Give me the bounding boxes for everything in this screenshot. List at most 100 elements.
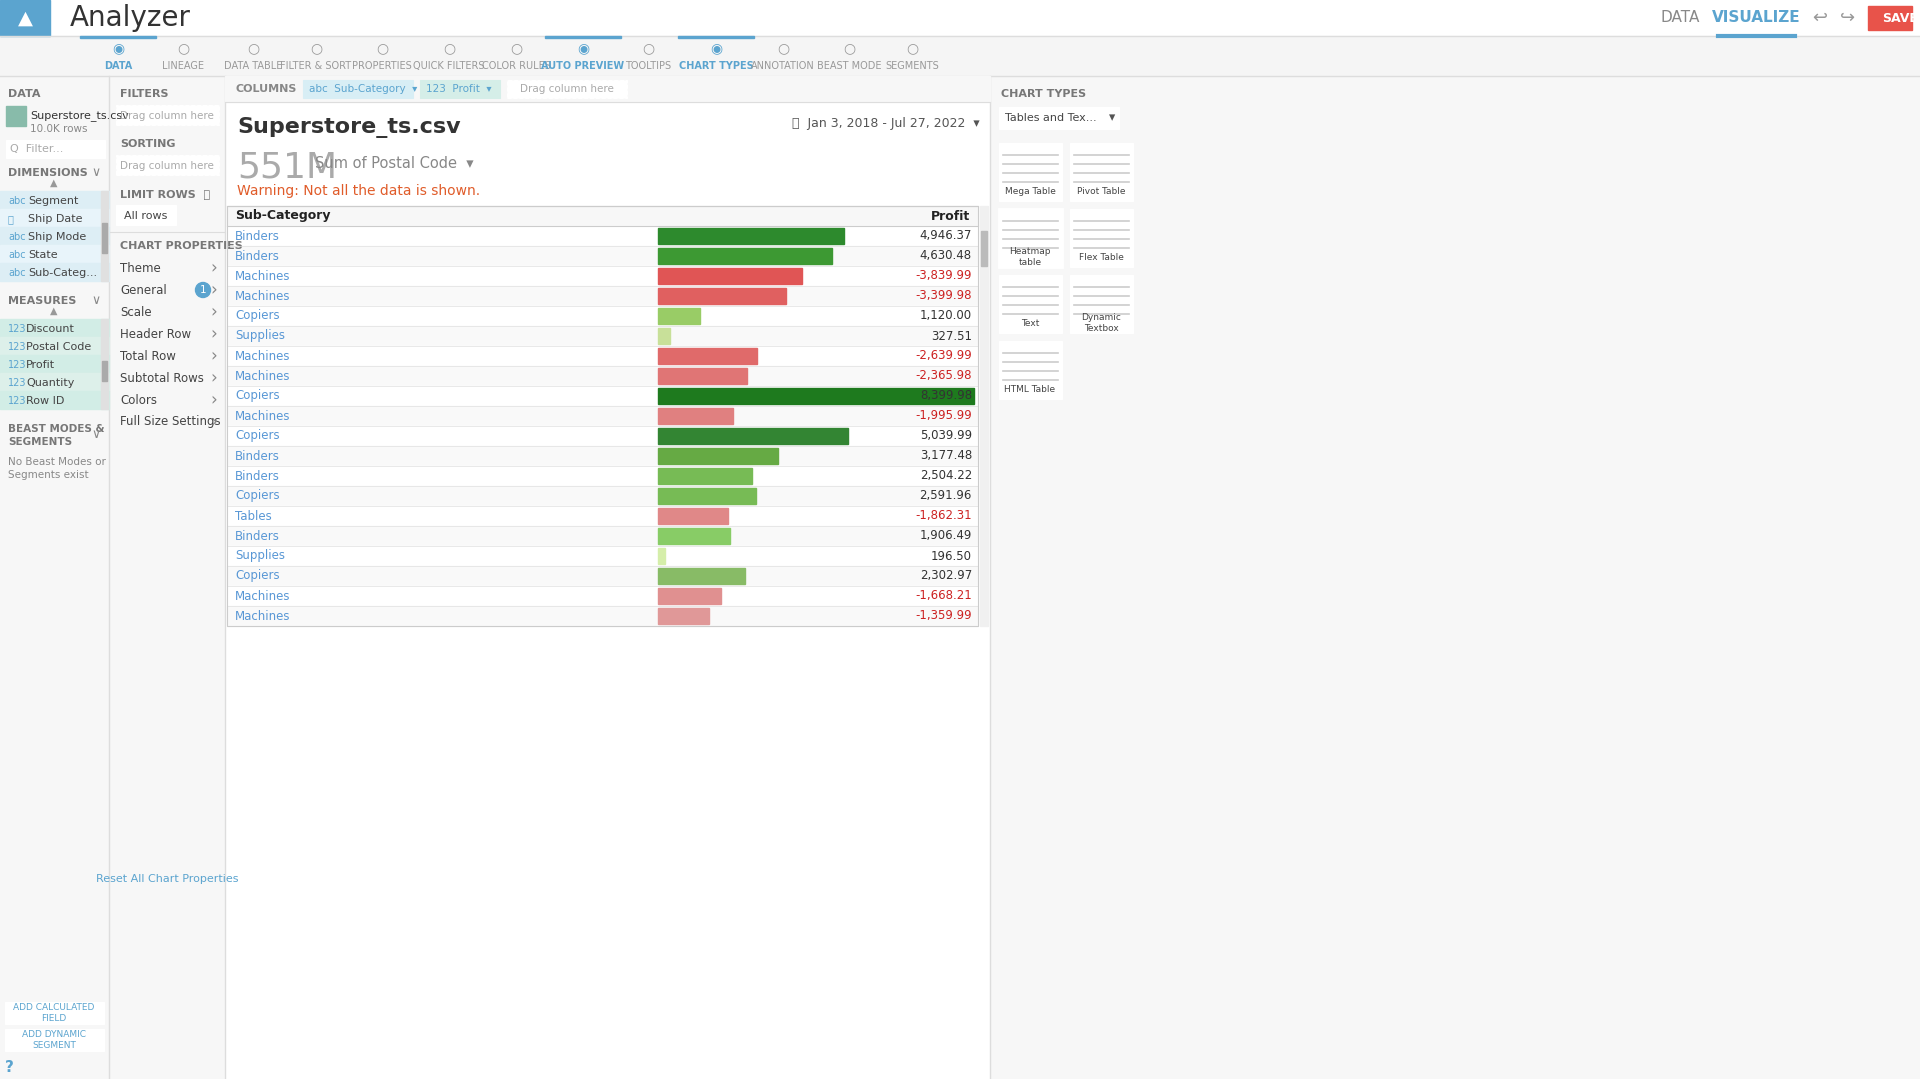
Text: ›: › <box>211 413 217 431</box>
Bar <box>998 275 1062 333</box>
Text: 123: 123 <box>8 360 27 370</box>
Text: HTML Table: HTML Table <box>1004 384 1056 394</box>
Bar <box>6 1029 104 1051</box>
Text: -1,995.99: -1,995.99 <box>916 410 972 423</box>
Text: -3,399.98: -3,399.98 <box>916 289 972 302</box>
Text: 2,302.97: 2,302.97 <box>920 570 972 583</box>
Text: Copiers: Copiers <box>234 570 280 583</box>
Text: 551M: 551M <box>236 150 338 185</box>
Text: Drag column here: Drag column here <box>520 84 614 94</box>
Text: ◉: ◉ <box>710 41 722 55</box>
Bar <box>227 306 977 326</box>
Text: -2,365.98: -2,365.98 <box>916 369 972 382</box>
Text: COLOR RULES: COLOR RULES <box>482 62 551 71</box>
Text: Flex Table: Flex Table <box>1079 252 1123 261</box>
Bar <box>659 408 733 424</box>
Text: abc: abc <box>8 268 25 278</box>
Bar <box>659 268 803 284</box>
Text: 📅: 📅 <box>8 214 13 224</box>
Text: Row ID: Row ID <box>27 396 65 406</box>
Bar <box>998 209 1062 267</box>
Text: Copiers: Copiers <box>234 390 280 402</box>
Text: Binders: Binders <box>234 450 280 463</box>
Bar <box>1069 209 1133 267</box>
Text: 5,039.99: 5,039.99 <box>920 429 972 442</box>
Bar <box>6 1002 104 1024</box>
Bar <box>998 341 1062 399</box>
Bar <box>227 206 977 626</box>
Bar <box>227 346 977 366</box>
Text: abc: abc <box>8 250 25 260</box>
Text: Mega Table: Mega Table <box>1004 187 1056 195</box>
Text: 2,591.96: 2,591.96 <box>920 490 972 503</box>
Bar <box>659 288 785 304</box>
Text: ∨: ∨ <box>92 428 102 441</box>
Bar <box>115 105 219 125</box>
Text: COLUMNS: COLUMNS <box>234 84 296 94</box>
Text: LIMIT ROWS  ⓘ: LIMIT ROWS ⓘ <box>119 189 209 199</box>
Bar <box>227 606 977 626</box>
Bar <box>227 586 977 606</box>
Bar <box>115 155 219 175</box>
Bar <box>1868 6 1912 30</box>
Bar <box>227 226 977 246</box>
Bar <box>227 246 977 267</box>
Bar <box>659 548 666 564</box>
Text: ◉: ◉ <box>111 41 125 55</box>
Bar <box>0 0 1920 36</box>
Text: ›: › <box>211 259 217 277</box>
Bar <box>659 568 745 584</box>
Text: ○: ○ <box>511 41 522 55</box>
Bar <box>659 508 728 524</box>
Text: 123: 123 <box>8 378 27 388</box>
Text: 📅  Jan 3, 2018 - Jul 27, 2022  ▾: 📅 Jan 3, 2018 - Jul 27, 2022 ▾ <box>793 117 979 129</box>
Text: Reset All Chart Properties: Reset All Chart Properties <box>96 874 238 884</box>
Bar <box>1069 275 1133 333</box>
Text: ADD CALCULATED
FIELD: ADD CALCULATED FIELD <box>13 1003 94 1023</box>
Text: Copiers: Copiers <box>234 310 280 323</box>
Bar <box>225 76 991 1079</box>
Text: DATA TABLE: DATA TABLE <box>225 62 282 71</box>
Text: PROPERTIES: PROPERTIES <box>351 62 413 71</box>
Bar <box>659 468 753 484</box>
Bar <box>0 355 109 373</box>
Circle shape <box>196 283 211 298</box>
Text: Ship Date: Ship Date <box>29 214 83 224</box>
Bar <box>659 328 670 344</box>
Text: Full Size Settings: Full Size Settings <box>119 415 221 428</box>
Text: Text: Text <box>1021 318 1039 328</box>
Text: Segments exist: Segments exist <box>8 470 88 480</box>
Text: ›: › <box>211 325 217 343</box>
Text: Heatmap
table: Heatmap table <box>1010 247 1050 267</box>
Bar <box>227 366 977 386</box>
Bar <box>227 446 977 466</box>
Bar <box>0 0 50 36</box>
Text: Colors: Colors <box>119 394 157 407</box>
Text: Machines: Machines <box>234 289 290 302</box>
Text: CHART PROPERTIES: CHART PROPERTIES <box>119 241 242 251</box>
Text: Binders: Binders <box>234 249 280 262</box>
Text: Quantity: Quantity <box>27 378 75 388</box>
Text: 123: 123 <box>8 396 27 406</box>
Bar <box>0 373 109 391</box>
Text: 8,399.98: 8,399.98 <box>920 390 972 402</box>
Text: MEASURES: MEASURES <box>8 296 77 306</box>
Bar <box>659 308 701 324</box>
Text: ○: ○ <box>641 41 655 55</box>
Text: 2,504.22: 2,504.22 <box>920 469 972 482</box>
Text: DIMENSIONS: DIMENSIONS <box>8 168 88 178</box>
Text: Sum of Postal Code  ▾: Sum of Postal Code ▾ <box>315 156 474 170</box>
Text: 123: 123 <box>8 324 27 334</box>
Text: ◉: ◉ <box>576 41 589 55</box>
Text: BEAST MODES &: BEAST MODES & <box>8 424 104 434</box>
Bar <box>991 76 1920 1079</box>
Text: Machines: Machines <box>234 410 290 423</box>
Text: Segment: Segment <box>29 196 79 206</box>
Bar <box>225 76 991 103</box>
Text: Copiers: Copiers <box>234 490 280 503</box>
Text: QUICK FILTERS: QUICK FILTERS <box>413 62 484 71</box>
Text: ○: ○ <box>778 41 789 55</box>
Bar <box>0 227 109 245</box>
Text: Binders: Binders <box>234 230 280 243</box>
Text: 1,906.49: 1,906.49 <box>920 530 972 543</box>
